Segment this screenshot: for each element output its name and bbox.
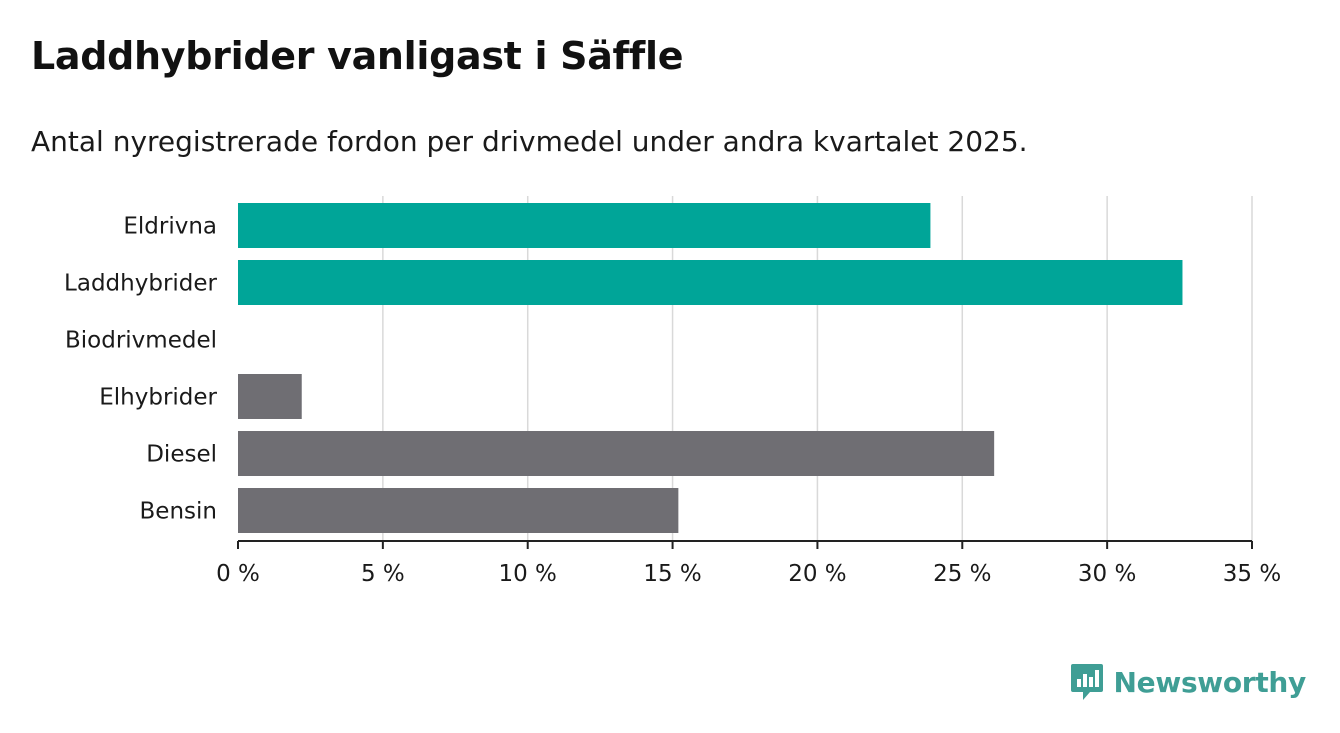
brand-name: Newsworthy bbox=[1113, 665, 1307, 699]
x-tick-label: 35 % bbox=[1223, 561, 1281, 587]
x-tick-label: 15 % bbox=[643, 561, 701, 587]
x-tick-label: 20 % bbox=[788, 561, 846, 587]
category-label: Elhybrider bbox=[99, 385, 217, 411]
category-label: Bensin bbox=[140, 499, 217, 525]
x-tick-label: 10 % bbox=[498, 561, 556, 587]
x-tick-label: 30 % bbox=[1078, 561, 1136, 587]
x-tick-label: 0 % bbox=[216, 561, 260, 587]
x-tick-label: 25 % bbox=[933, 561, 991, 587]
category-label: Biodrivmedel bbox=[65, 328, 217, 354]
category-label: Laddhybrider bbox=[64, 271, 217, 297]
brand-logo: Newsworthy bbox=[1070, 662, 1306, 702]
newsworthy-logo-icon bbox=[1070, 664, 1103, 700]
chart-title: Laddhybrider vanligast i Säffle bbox=[31, 34, 684, 78]
chart-subtitle: Antal nyregistrerade fordon per drivmede… bbox=[31, 125, 1028, 158]
bar-bensin bbox=[238, 488, 679, 533]
x-tick-label: 5 % bbox=[361, 561, 405, 587]
bar-eldrivna bbox=[238, 203, 931, 248]
bar-diesel bbox=[238, 431, 995, 476]
category-label: Eldrivna bbox=[123, 214, 217, 240]
category-label: Diesel bbox=[146, 442, 217, 468]
bar-elhybrider bbox=[238, 374, 302, 419]
bar-laddhybrider bbox=[238, 260, 1183, 305]
